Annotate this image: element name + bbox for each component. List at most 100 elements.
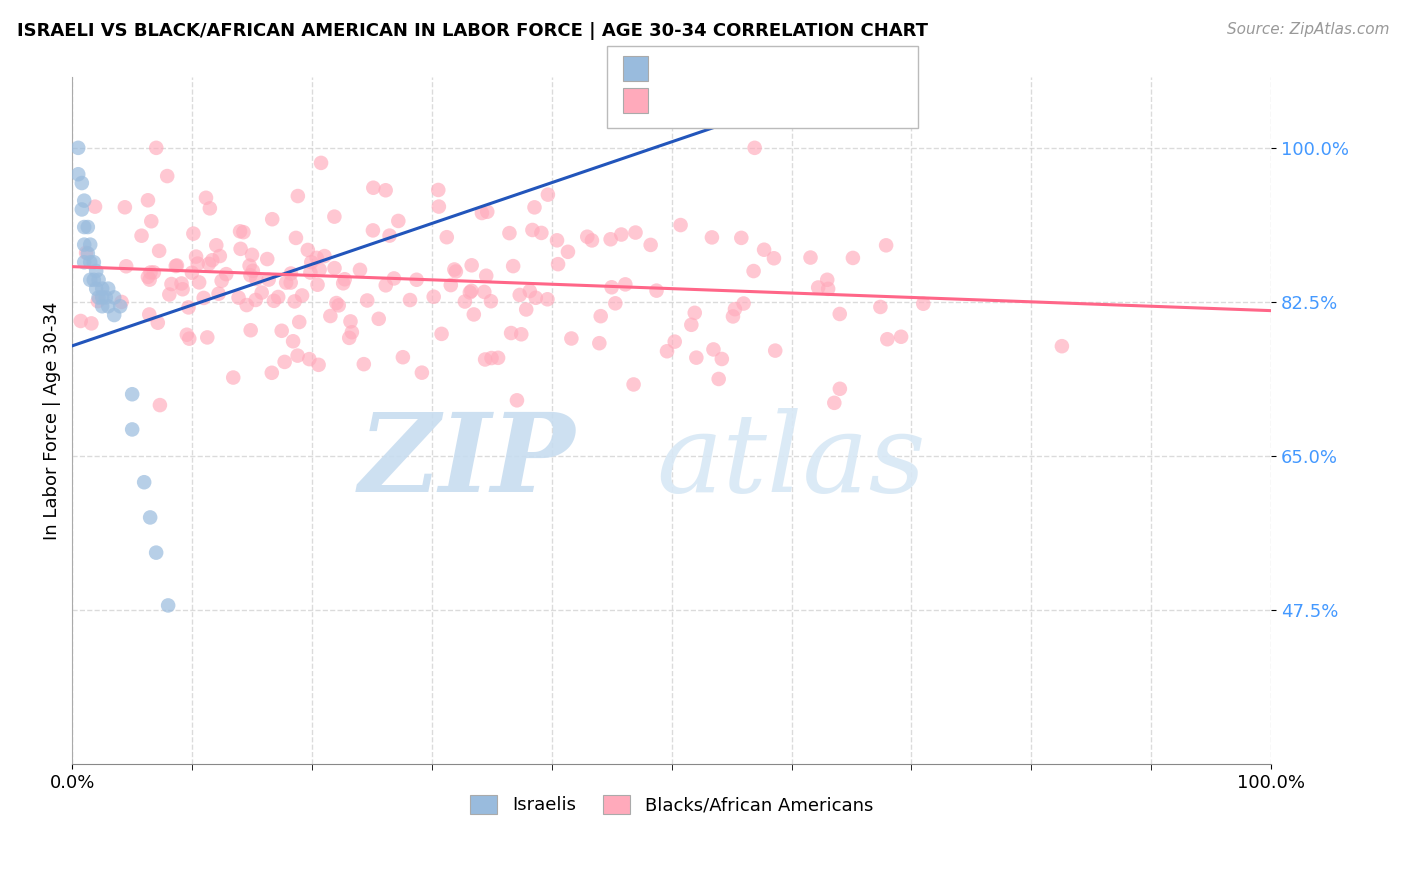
Point — [281, 334, 304, 349]
Point — [828, 307, 851, 321]
Point — [645, 284, 668, 298]
Point — [139, 265, 162, 279]
Point — [222, 370, 245, 384]
Point — [363, 180, 385, 194]
Point — [443, 262, 465, 277]
Point — [257, 272, 280, 286]
Point — [172, 282, 194, 296]
Point — [291, 288, 314, 302]
Point — [183, 227, 205, 241]
Point — [436, 230, 458, 244]
Point — [589, 309, 612, 323]
Point — [73, 220, 96, 235]
Point — [481, 351, 503, 365]
Point — [110, 294, 132, 309]
Point — [239, 259, 262, 273]
Point — [138, 308, 160, 322]
Point — [97, 299, 120, 313]
Point — [284, 231, 307, 245]
Point — [581, 234, 603, 248]
Point — [103, 308, 125, 322]
Point — [817, 282, 839, 296]
Point — [405, 273, 427, 287]
Point — [70, 202, 93, 217]
Point — [472, 285, 495, 299]
Point — [876, 332, 898, 346]
Point — [97, 282, 120, 296]
Point — [509, 288, 531, 302]
Point — [702, 343, 724, 357]
Point — [79, 237, 101, 252]
Point — [228, 291, 250, 305]
Point — [349, 263, 371, 277]
Point — [664, 334, 686, 349]
Point — [142, 265, 165, 279]
Point — [510, 327, 533, 342]
Point — [307, 277, 329, 292]
Text: Source: ZipAtlas.com: Source: ZipAtlas.com — [1226, 22, 1389, 37]
Point — [361, 223, 384, 237]
Point — [288, 315, 311, 329]
Point — [79, 273, 101, 287]
Point — [298, 352, 321, 367]
Point — [87, 290, 110, 304]
Point — [195, 330, 218, 344]
Text: ISRAELI VS BLACK/AFRICAN AMERICAN IN LABOR FORCE | AGE 30-34 CORRELATION CHART: ISRAELI VS BLACK/AFRICAN AMERICAN IN LAB… — [17, 22, 928, 40]
Point — [536, 293, 558, 307]
Point — [73, 255, 96, 269]
Point — [232, 225, 254, 239]
Point — [762, 252, 785, 266]
Point — [145, 141, 167, 155]
Point — [156, 169, 179, 183]
Point — [890, 330, 912, 344]
Point — [79, 255, 101, 269]
Point — [742, 264, 765, 278]
Point — [207, 286, 229, 301]
Point — [337, 331, 360, 345]
Point — [256, 252, 278, 266]
Point — [367, 311, 389, 326]
Point — [353, 357, 375, 371]
Point — [273, 355, 295, 369]
Point — [177, 301, 200, 315]
Point — [80, 317, 103, 331]
Point — [195, 191, 218, 205]
Point — [211, 274, 233, 288]
Point — [374, 278, 396, 293]
Point — [114, 200, 136, 214]
Point — [498, 226, 520, 240]
Point — [314, 249, 336, 263]
Point — [339, 314, 361, 328]
Point — [87, 294, 110, 309]
Point — [560, 331, 582, 345]
Point — [287, 349, 309, 363]
Point — [624, 226, 647, 240]
Point — [239, 323, 262, 337]
Point — [280, 267, 302, 281]
Point — [605, 296, 627, 310]
Point — [201, 253, 224, 268]
Point — [474, 352, 496, 367]
Point — [807, 280, 830, 294]
Point — [623, 377, 645, 392]
Point — [83, 273, 105, 287]
Point — [763, 343, 786, 358]
Point — [121, 422, 143, 436]
Point — [188, 276, 211, 290]
Point — [842, 251, 865, 265]
Text: R =  0.197   N =  34: R = 0.197 N = 34 — [657, 59, 855, 78]
Point — [669, 218, 692, 232]
Point — [430, 326, 453, 341]
Point — [208, 249, 231, 263]
Point — [710, 351, 733, 366]
Point — [75, 245, 97, 260]
Point — [523, 200, 546, 214]
Point — [683, 306, 706, 320]
Point — [262, 212, 284, 227]
Point — [411, 366, 433, 380]
Point — [422, 290, 444, 304]
Point — [84, 282, 107, 296]
Point — [912, 297, 935, 311]
Point — [524, 291, 547, 305]
Point — [91, 290, 114, 304]
